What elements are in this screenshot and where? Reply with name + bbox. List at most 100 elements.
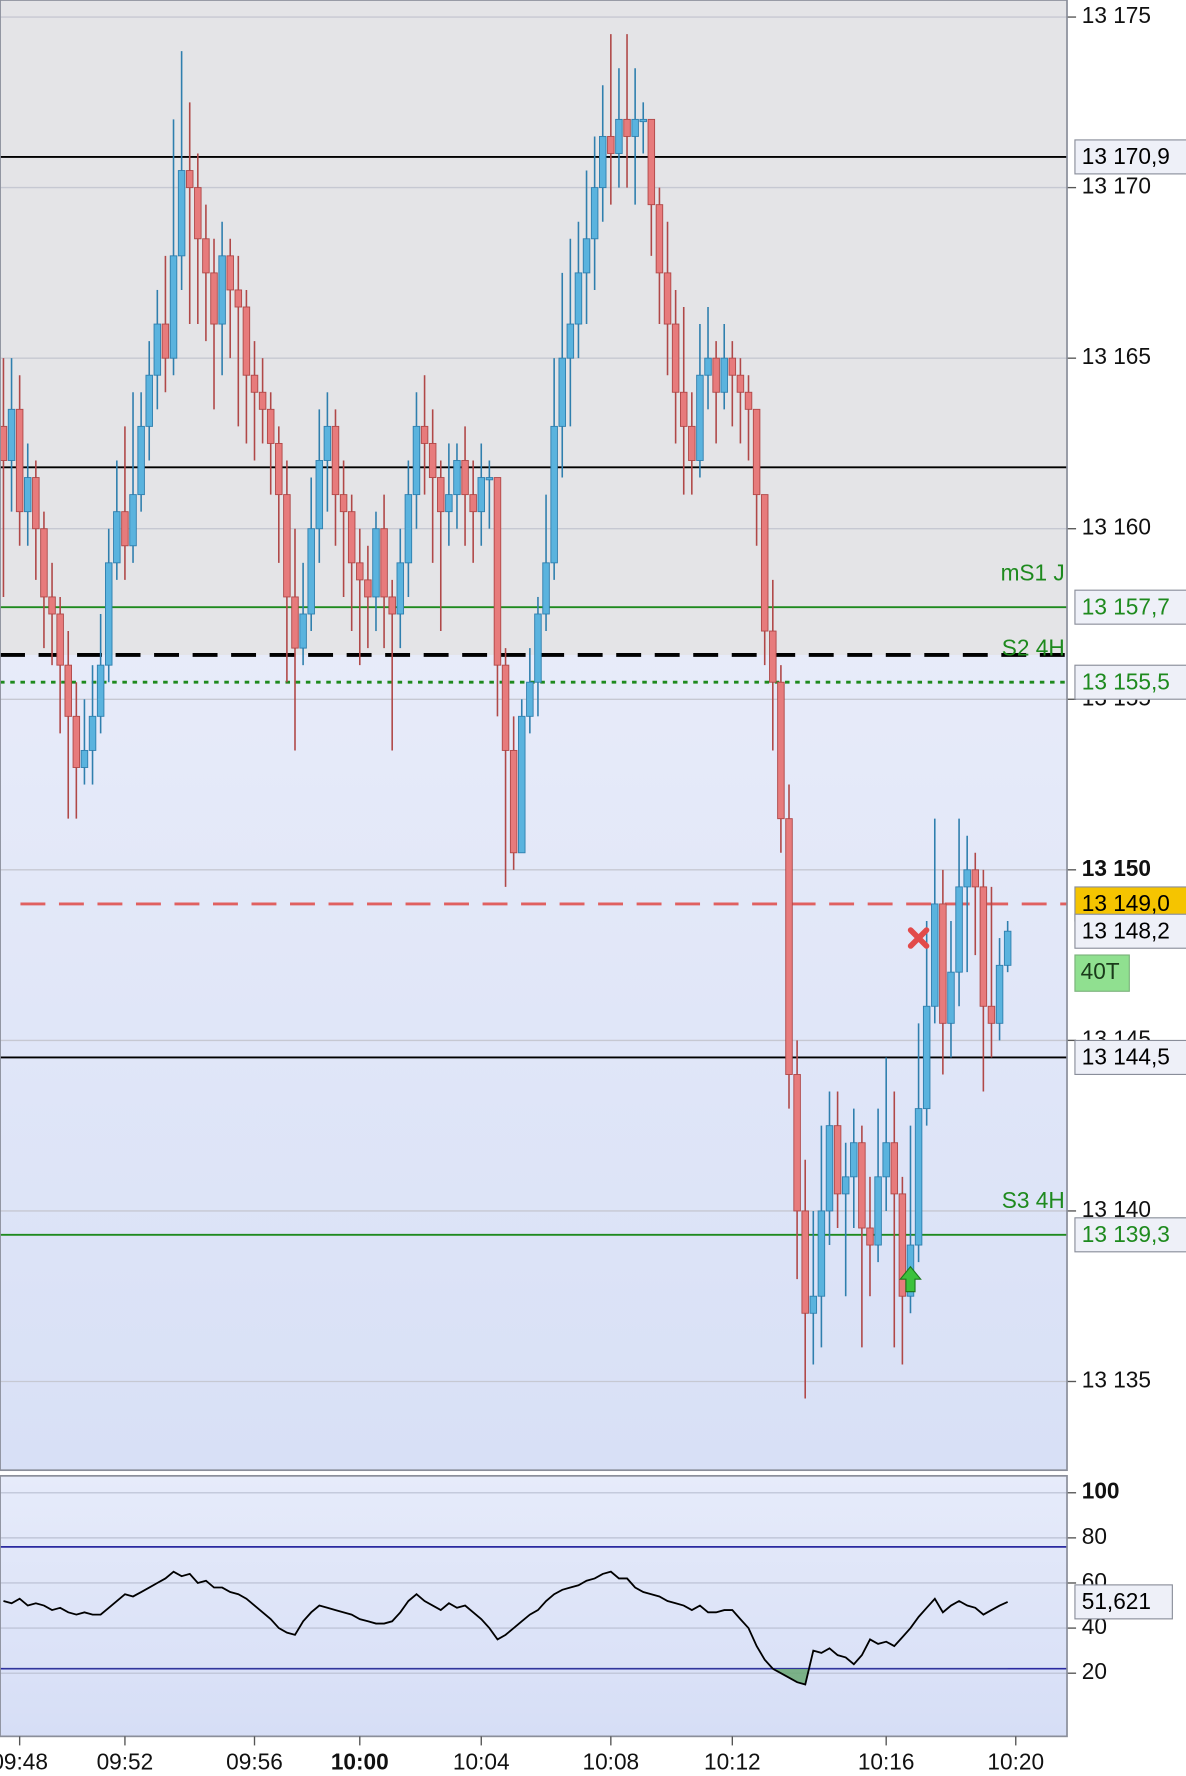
- candle-body: [534, 613, 542, 683]
- candle-body: [113, 511, 121, 564]
- last-price-box: [1074, 913, 1186, 949]
- candle-body: [777, 681, 785, 820]
- candle-body: [347, 511, 356, 564]
- x-tick-label: 09:52: [97, 1749, 154, 1775]
- backgrounds: [0, 0, 1068, 1737]
- candle-body: [48, 596, 56, 615]
- candle-body: [712, 357, 720, 393]
- candle-body: [453, 460, 461, 496]
- candle-body: [922, 1005, 931, 1110]
- candle-body: [607, 135, 615, 154]
- candle-body: [728, 357, 737, 376]
- candle-body: [226, 255, 234, 291]
- candle-body: [542, 562, 550, 615]
- x-tick-label: 10:00: [331, 1749, 389, 1775]
- candle-body: [817, 1210, 826, 1297]
- candle-body: [841, 1176, 850, 1195]
- candle-body: [323, 425, 332, 461]
- level-label: 13 157,7: [1082, 593, 1170, 619]
- level-label-box: [1074, 1039, 1186, 1075]
- candle-body: [24, 477, 32, 513]
- level-label: 13 155,5: [1082, 668, 1170, 694]
- candle-body: [64, 664, 72, 717]
- candle-body: [671, 323, 680, 393]
- candle-body: [801, 1210, 809, 1314]
- candle-body: [104, 562, 113, 666]
- level-label: 13 149,0: [1082, 890, 1170, 916]
- candle-body: [404, 494, 413, 564]
- osc-value-label: 51,621: [1082, 1588, 1151, 1614]
- candle-body: [169, 255, 178, 359]
- candle-body: [469, 494, 477, 513]
- candle-body: [477, 477, 486, 513]
- candle-body: [736, 374, 745, 393]
- candle-body: [15, 408, 24, 513]
- candle-body: [291, 596, 299, 649]
- candle-body: [955, 886, 963, 973]
- candle-body: [283, 494, 291, 598]
- candle-body: [218, 255, 226, 325]
- candle-body: [307, 528, 315, 615]
- candle-body: [898, 1193, 907, 1297]
- candle-body: [518, 715, 526, 854]
- candle-body: [890, 1142, 899, 1195]
- candle-body: [987, 1005, 996, 1024]
- candle-body: [874, 1176, 882, 1246]
- level-name: S3 4H: [1002, 1187, 1065, 1213]
- buy-signal: [899, 1265, 922, 1293]
- level-label: 13 139,3: [1082, 1221, 1170, 1247]
- main-frame: [0, 0, 1068, 1472]
- candle-body: [315, 460, 324, 530]
- candle-body: [32, 477, 40, 530]
- candle-body: [299, 613, 307, 649]
- candle-body: [963, 869, 971, 888]
- candle-body: [501, 664, 510, 751]
- candle-body: [931, 903, 939, 1007]
- candle-body: [137, 425, 145, 496]
- tag-label: 40T: [1081, 958, 1120, 984]
- candle-body: [194, 187, 202, 240]
- osc-frame: [0, 1474, 1068, 1738]
- candle-body: [744, 391, 753, 410]
- y-tick-label: 13 135: [1082, 1366, 1151, 1392]
- x-tick-label: 09:48: [0, 1749, 48, 1775]
- y-tick-label: 13 160: [1082, 514, 1151, 540]
- candle-body: [704, 357, 712, 376]
- candle-body: [242, 306, 251, 376]
- candle-body: [40, 528, 48, 598]
- candle-body: [793, 1074, 801, 1212]
- candle-body: [372, 528, 380, 598]
- candle-body: [145, 374, 153, 427]
- candle-body: [88, 715, 97, 751]
- candle-body: [574, 272, 583, 325]
- level-name: mS1 J: [1001, 559, 1065, 585]
- sell-signal: [907, 927, 930, 949]
- candle-body: [509, 749, 518, 854]
- candle-body: [412, 425, 421, 496]
- candle-body: [590, 187, 599, 240]
- candle-body: [485, 477, 494, 481]
- candle-body: [7, 408, 16, 461]
- x-tick-label: 10:16: [858, 1749, 915, 1775]
- candle-body: [250, 374, 259, 393]
- candle-body: [631, 118, 639, 137]
- candle-body: [275, 442, 283, 496]
- candle-body: [121, 511, 129, 547]
- candle-body: [72, 715, 81, 768]
- y-tick-label: 13 150: [1082, 855, 1151, 881]
- candle-body: [428, 442, 437, 479]
- level-label: 13 144,5: [1082, 1044, 1170, 1070]
- candle-body: [647, 118, 656, 206]
- candle-body: [266, 408, 275, 444]
- x-tick-label: 09:56: [226, 1749, 283, 1775]
- osc-y-tick-label: 80: [1082, 1523, 1107, 1549]
- candle-body: [339, 494, 348, 513]
- candle-body: [202, 238, 210, 274]
- candle-body: [566, 323, 575, 359]
- candle-body: [437, 477, 445, 513]
- last-price-label: 13 148,2: [1082, 917, 1170, 943]
- y-tick-label: 13 170: [1082, 173, 1151, 199]
- level-labels: 13 170,9 mS1 J 13 157,7 S2 4H 13 155,5 13 149…: [1001, 139, 1186, 1620]
- candle-body: [380, 528, 388, 598]
